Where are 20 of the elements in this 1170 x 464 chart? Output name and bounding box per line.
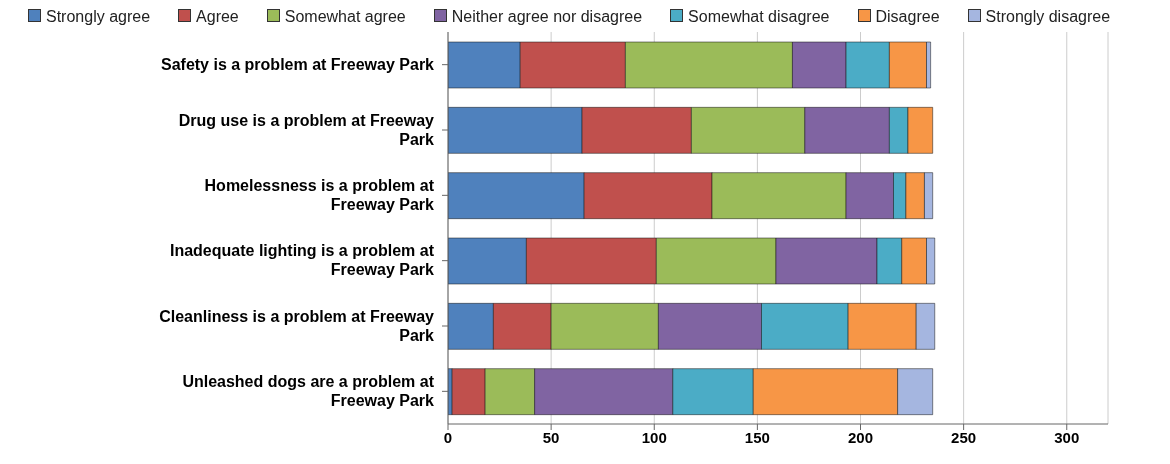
legend-label: Strongly disagree (984, 8, 1111, 26)
x-tick-label: 0 (443, 428, 453, 446)
legend-label: Strongly agree (45, 8, 151, 26)
y-tick-label: Homelessness is a problem at Freeway Park (204, 176, 435, 213)
x-tick-label: 250 (951, 428, 977, 446)
x-tick-label: 100 (641, 428, 667, 446)
x-tick-label: 200 (847, 428, 874, 446)
x-tick-label: 150 (744, 428, 770, 446)
y-tick-label: Cleanliness is a problem at Freeway Park (159, 307, 435, 344)
legend-label: Neither agree nor disagree (450, 8, 643, 26)
legend-label: Somewhat agree (283, 8, 406, 26)
x-tick-label: 300 (1054, 428, 1080, 446)
y-tick-label: Unleashed dogs are a problem at Freeway Park (182, 372, 435, 409)
legend-label: Disagree (874, 8, 940, 26)
x-tick-label: 50 (542, 428, 560, 446)
y-tick-label: Inadequate lighting is a problem at Freeway Park (169, 242, 435, 279)
y-tick-label: Safety is a problem at Freeway Park (160, 55, 435, 73)
legend-label: Somewhat disagree (687, 8, 830, 26)
y-tick-label: Drug use is a problem at Freeway Park (178, 111, 435, 148)
legend-label: Agree (195, 8, 239, 26)
